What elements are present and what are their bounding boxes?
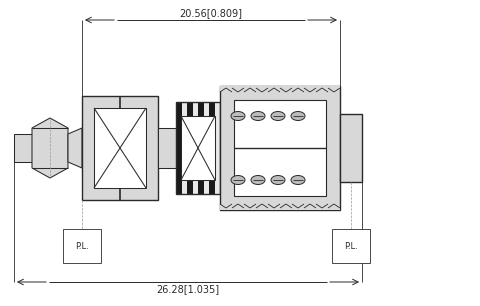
- Polygon shape: [328, 86, 340, 92]
- Bar: [176, 102, 181, 194]
- Text: P.L.: P.L.: [344, 241, 358, 251]
- Bar: [204, 102, 209, 194]
- Polygon shape: [292, 86, 304, 92]
- Polygon shape: [32, 118, 68, 178]
- Polygon shape: [220, 204, 232, 210]
- Bar: [234, 100, 326, 196]
- Polygon shape: [280, 204, 292, 210]
- Bar: [181, 116, 215, 180]
- Polygon shape: [220, 86, 232, 92]
- Polygon shape: [280, 86, 292, 92]
- Text: 20.56[0.809]: 20.56[0.809]: [180, 8, 242, 18]
- Polygon shape: [316, 86, 328, 92]
- Bar: [215, 102, 220, 194]
- Polygon shape: [256, 204, 268, 210]
- Bar: [192, 102, 198, 194]
- Ellipse shape: [251, 176, 265, 185]
- Polygon shape: [304, 204, 316, 210]
- Bar: [82, 96, 158, 200]
- Polygon shape: [292, 204, 304, 210]
- Bar: [158, 128, 176, 168]
- Polygon shape: [232, 86, 244, 92]
- Polygon shape: [268, 86, 280, 92]
- Bar: [14, 134, 32, 162]
- Ellipse shape: [231, 176, 245, 185]
- Ellipse shape: [251, 111, 265, 121]
- Bar: [176, 102, 220, 194]
- Polygon shape: [268, 204, 280, 210]
- Bar: [220, 86, 340, 210]
- Ellipse shape: [271, 176, 285, 185]
- Polygon shape: [328, 204, 340, 210]
- Text: P.L.: P.L.: [75, 241, 89, 251]
- Ellipse shape: [271, 111, 285, 121]
- Polygon shape: [256, 86, 268, 92]
- Bar: [340, 114, 362, 182]
- Polygon shape: [232, 204, 244, 210]
- Bar: [181, 102, 187, 194]
- Bar: [94, 108, 146, 188]
- Polygon shape: [316, 204, 328, 210]
- Polygon shape: [304, 86, 316, 92]
- Polygon shape: [244, 204, 256, 210]
- Polygon shape: [68, 128, 82, 168]
- Ellipse shape: [291, 111, 305, 121]
- Text: 26.28[1.035]: 26.28[1.035]: [156, 284, 219, 294]
- Ellipse shape: [231, 111, 245, 121]
- Bar: [198, 102, 204, 194]
- Bar: [209, 102, 215, 194]
- Ellipse shape: [291, 176, 305, 185]
- Bar: [187, 102, 192, 194]
- Polygon shape: [244, 86, 256, 92]
